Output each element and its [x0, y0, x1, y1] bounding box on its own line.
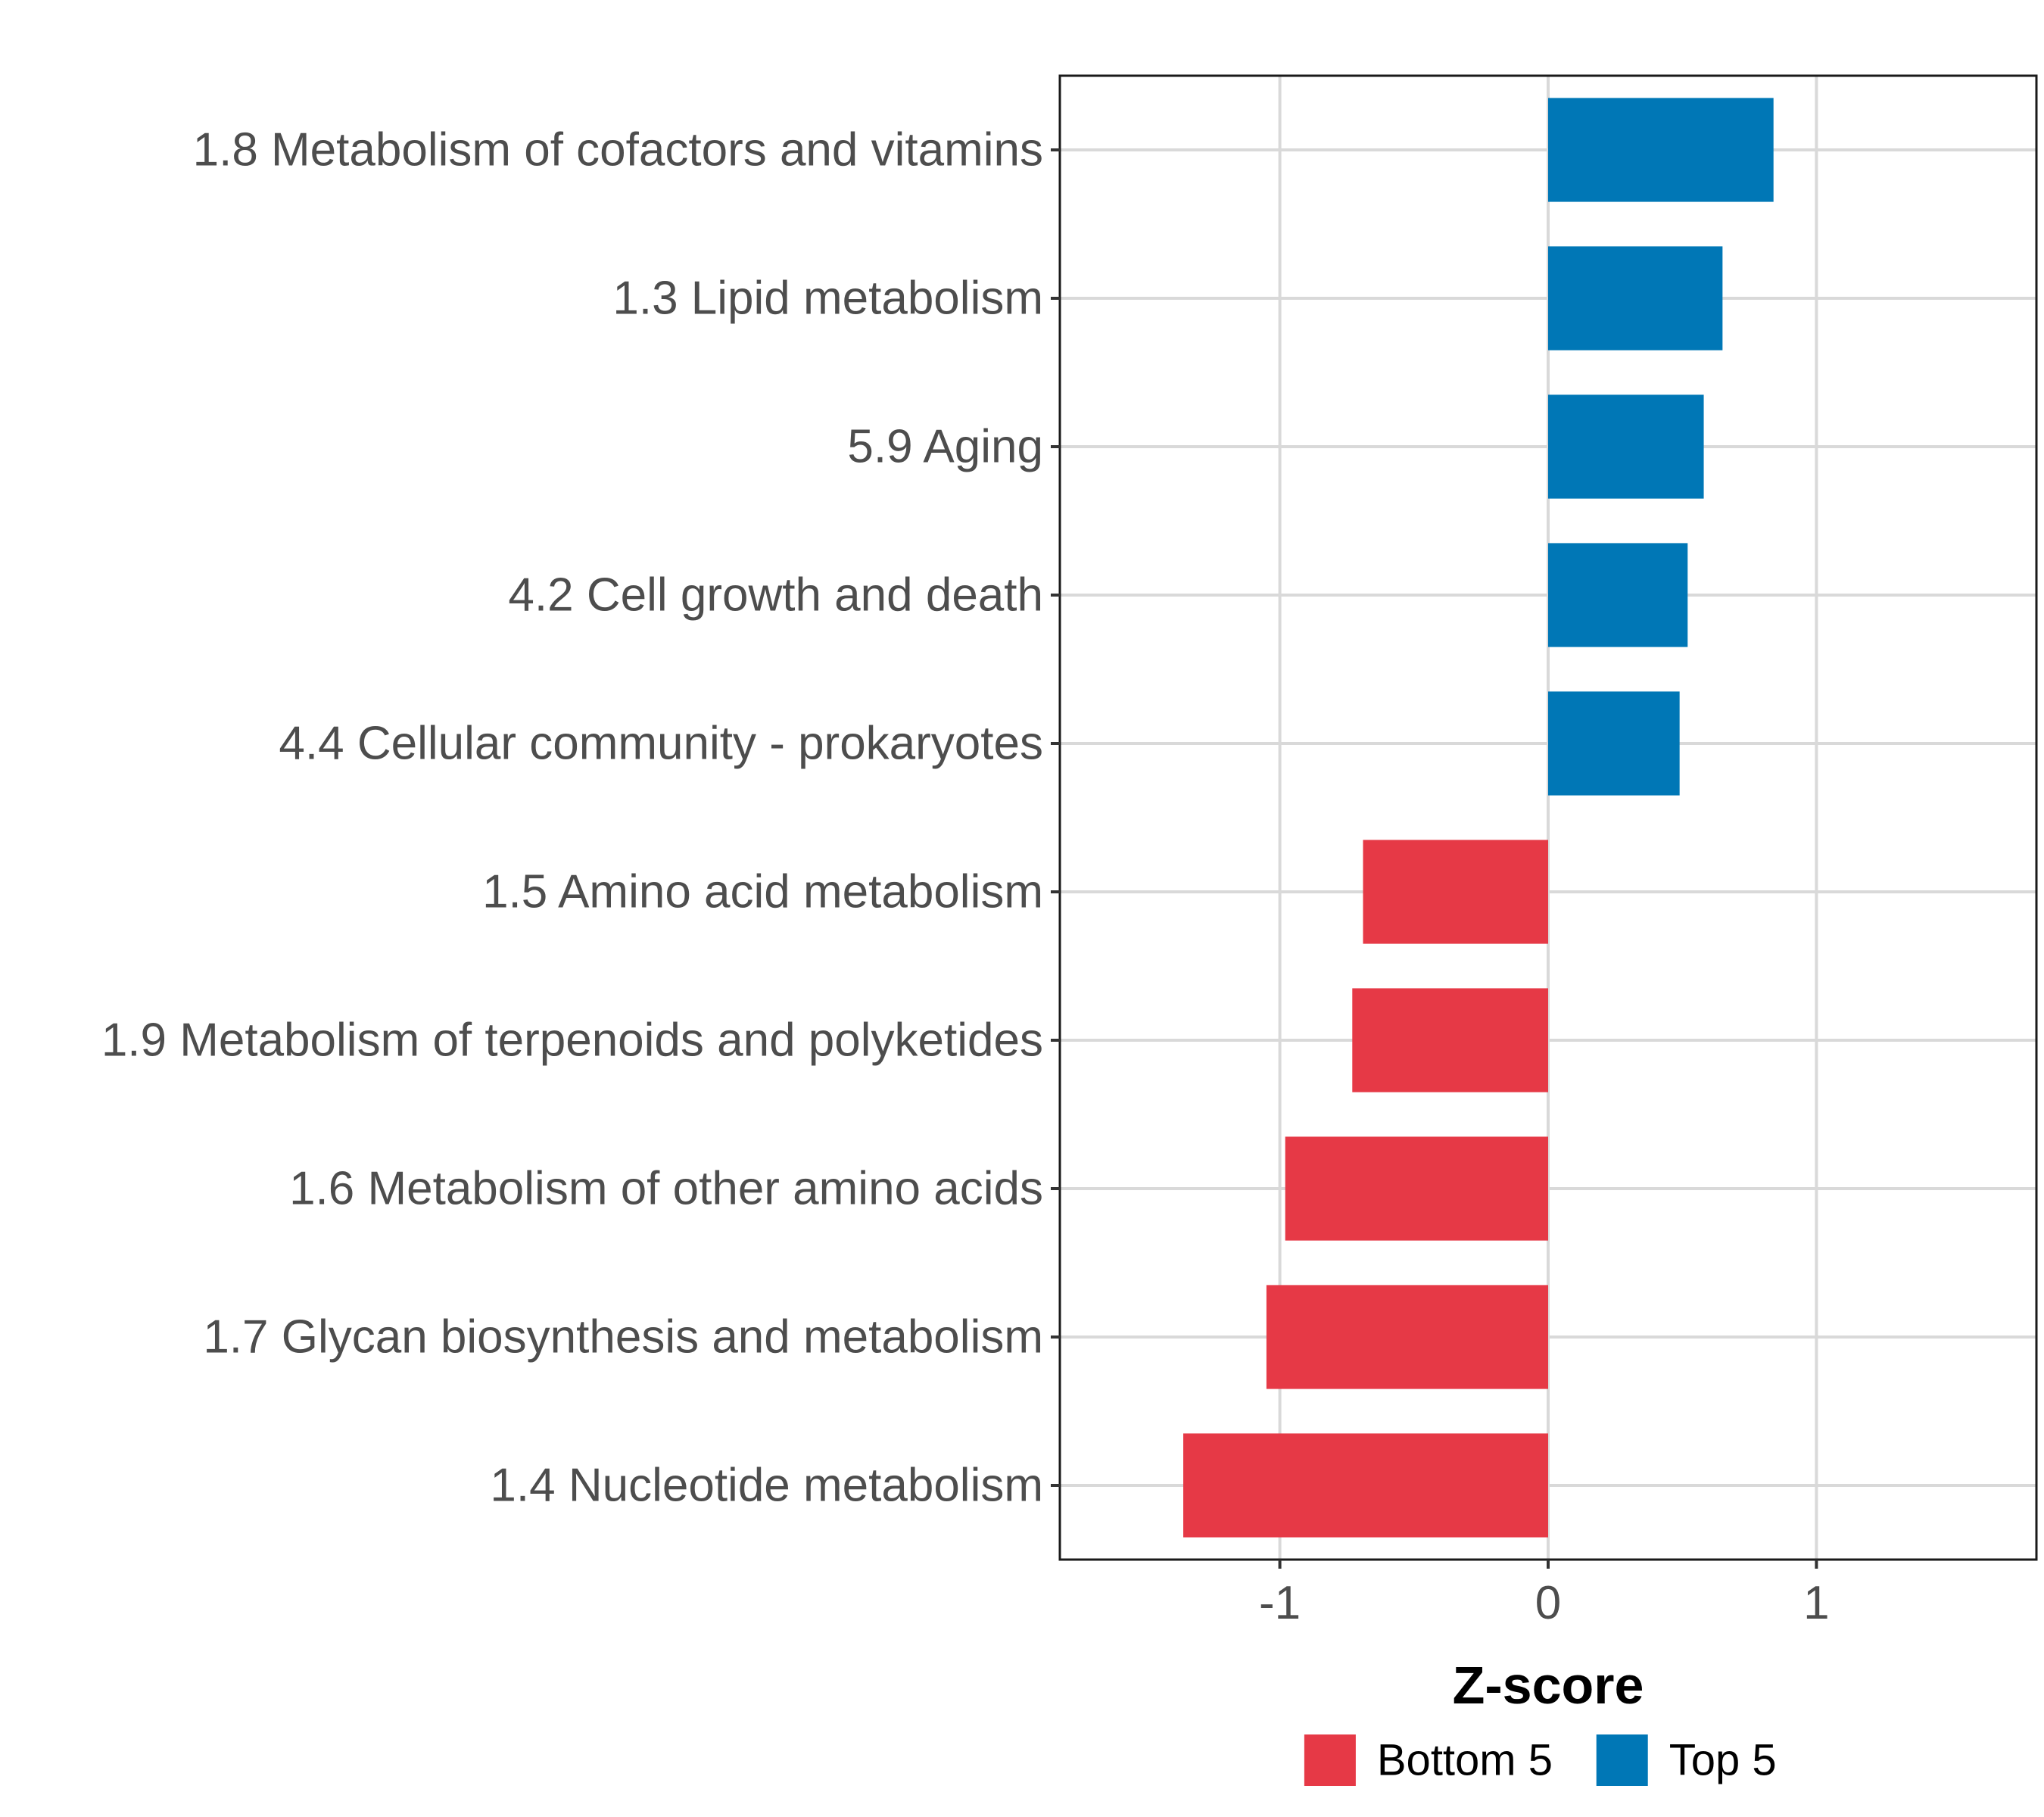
y-tick-label: 4.2 Cell growth and death	[508, 569, 1043, 622]
y-axis: 1.8 Metabolism of cofactors and vitamins…	[101, 124, 1060, 1512]
bar	[1548, 691, 1680, 796]
x-tick-label: -1	[1259, 1577, 1301, 1629]
legend-key	[1596, 1734, 1648, 1786]
x-tick-label: 0	[1535, 1577, 1561, 1629]
bars	[1183, 98, 1774, 1538]
bar	[1285, 1136, 1548, 1241]
legend: Bottom 5 Top 5	[1304, 1734, 1777, 1786]
x-axis: -1 0 1	[1259, 1560, 1830, 1629]
y-tick-label: 5.9 Aging	[847, 421, 1043, 473]
bar	[1183, 1433, 1548, 1538]
y-tick-label: 1.8 Metabolism of cofactors and vitamins	[193, 124, 1043, 176]
legend-label: Top 5	[1669, 1736, 1777, 1785]
bar	[1352, 988, 1548, 1092]
x-tick-label: 1	[1803, 1577, 1829, 1629]
y-tick-label: 1.5 Amino acid metabolism	[482, 866, 1043, 918]
bar	[1548, 246, 1723, 351]
bar	[1363, 840, 1548, 944]
y-tick-label: 1.9 Metabolism of terpenoids and polyket…	[101, 1014, 1043, 1067]
y-tick-label: 1.4 Nucleotide metabolism	[490, 1460, 1043, 1512]
x-axis-title: Z-score	[1453, 1656, 1644, 1715]
y-tick-label: 1.6 Metabolism of other amino acids	[289, 1163, 1043, 1215]
y-tick-label: 1.7 Glycan biosynthesis and metabolism	[203, 1311, 1043, 1364]
bar	[1548, 98, 1774, 202]
legend-key	[1304, 1734, 1356, 1786]
y-tick-label: 1.3 Lipid metabolism	[612, 273, 1043, 325]
bar	[1548, 543, 1688, 647]
legend-label: Bottom 5	[1377, 1736, 1553, 1785]
bar	[1548, 394, 1704, 499]
bar	[1266, 1285, 1548, 1389]
y-tick-label: 4.4 Cellular community - prokaryotes	[279, 718, 1043, 770]
